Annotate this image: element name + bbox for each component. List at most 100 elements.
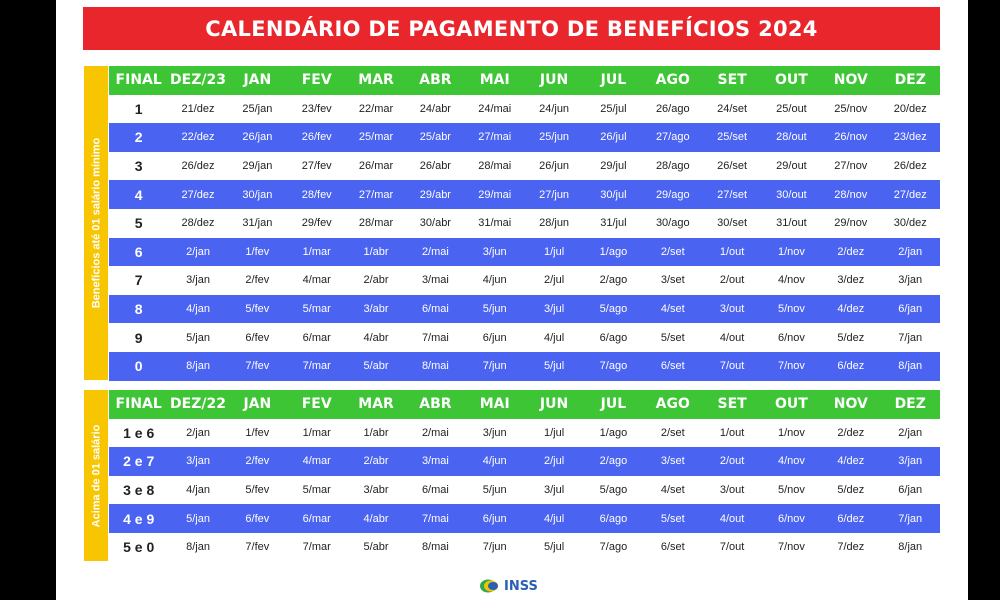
column-header: DEZ <box>880 390 940 419</box>
payment-date-cell: 31/jul <box>583 208 644 238</box>
payment-date-cell: 25/jul <box>583 94 644 124</box>
payment-date-cell: 28/fev <box>287 180 347 209</box>
payment-date-cell: 3/dez <box>821 266 881 295</box>
payment-date-cell: 6/fev <box>227 323 288 352</box>
payment-date-cell: 4/nov <box>761 266 822 295</box>
payment-date-cell: 29/nov <box>821 208 881 238</box>
payment-date-cell: 30/out <box>761 180 822 209</box>
payment-date-cell: 7/mar <box>287 532 347 562</box>
final-digit-cell: 4 e 9 <box>109 504 169 533</box>
side-label-min-wage: Benefícios até 01 salário mínimo <box>84 66 108 380</box>
column-header: AGO <box>643 390 703 419</box>
payment-date-cell: 26/fev <box>287 123 347 152</box>
payment-date-cell: 5/fev <box>227 294 288 324</box>
payment-date-cell: 4/abr <box>346 323 406 352</box>
column-header: AGO <box>643 66 703 95</box>
payment-date-cell: 28/out <box>761 123 822 152</box>
header-row: FINAL DEZ/22 JAN FEV MAR ABR MAI JUN JUL AGO SET OU… <box>109 390 940 419</box>
payment-date-cell: 6/dez <box>821 351 881 381</box>
column-header: JUL <box>583 390 644 419</box>
payment-date-cell: 4/jun <box>465 266 525 295</box>
payment-date-cell: 22/mar <box>346 94 406 124</box>
inss-logo-text: INSS <box>504 578 538 594</box>
payment-date-cell: 31/out <box>761 208 822 238</box>
payment-date-cell: 7/out <box>702 351 762 381</box>
payment-date-cell: 6/dez <box>821 504 881 533</box>
payment-date-cell: 7/mai <box>405 504 466 533</box>
payment-date-cell: 5/ago <box>583 475 644 505</box>
payment-date-cell: 2/ago <box>583 447 644 476</box>
table-row: 6 2/jan 1/fev 1/mar 1/abr 2/mai 3/jun 1/jul 1/ag… <box>109 237 940 267</box>
payment-date-cell: 28/mar <box>346 208 406 238</box>
payment-date-cell: 1/fev <box>227 418 288 448</box>
payment-date-cell: 4/out <box>702 323 762 352</box>
column-header: SET <box>702 390 762 419</box>
payment-date-cell: 23/fev <box>287 94 347 124</box>
payment-date-cell: 20/dez <box>880 94 940 124</box>
payment-date-cell: 8/mai <box>405 532 466 562</box>
payment-date-cell: 5/jul <box>524 351 584 381</box>
payment-date-cell: 7/out <box>702 532 762 562</box>
payment-date-cell: 3/out <box>702 475 762 505</box>
payment-date-cell: 2/abr <box>346 266 406 295</box>
payment-date-cell: 29/ago <box>643 180 703 209</box>
payment-date-cell: 25/set <box>702 123 762 152</box>
payment-date-cell: 2/jan <box>168 237 228 267</box>
side-label-text: Acima de 01 salário <box>90 424 103 527</box>
side-label-above-wage: Acima de 01 salário <box>84 390 108 561</box>
payment-date-cell: 7/nov <box>761 532 822 562</box>
payment-date-cell: 2/set <box>643 418 703 448</box>
payment-date-cell: 2/jan <box>168 418 228 448</box>
payment-date-cell: 4/mar <box>287 266 347 295</box>
payment-date-cell: 28/dez <box>168 208 228 238</box>
payment-date-cell: 1/jul <box>524 237 584 267</box>
payment-date-cell: 2/abr <box>346 447 406 476</box>
payment-date-cell: 30/jan <box>227 180 288 209</box>
final-digit-cell: 9 <box>109 323 169 352</box>
payment-date-cell: 30/abr <box>405 208 466 238</box>
column-header: MAR <box>346 66 406 95</box>
payment-date-cell: 6/set <box>643 351 703 381</box>
payment-date-cell: 4/jul <box>524 504 584 533</box>
column-header: ABR <box>405 390 466 419</box>
payment-date-cell: 7/dez <box>821 532 881 562</box>
payment-date-cell: 27/dez <box>880 180 940 209</box>
payment-date-cell: 26/dez <box>880 151 940 181</box>
table-row: 2 e 7 3/jan 2/fev 4/mar 2/abr 3/mai 4/jun 2/jul… <box>109 447 940 476</box>
payment-date-cell: 30/jul <box>583 180 644 209</box>
payment-date-cell: 4/jan <box>168 475 228 505</box>
payment-date-cell: 1/mar <box>287 418 347 448</box>
payment-date-cell: 28/mai <box>465 151 525 181</box>
payment-date-cell: 26/jun <box>524 151 584 181</box>
payment-date-cell: 6/jan <box>880 294 940 324</box>
payment-date-cell: 3/out <box>702 294 762 324</box>
column-header: JUN <box>524 66 584 95</box>
payment-date-cell: 5/mar <box>287 294 347 324</box>
final-digit-cell: 3 e 8 <box>109 475 169 505</box>
payment-date-cell: 3/mai <box>405 266 466 295</box>
table-row: 3 e 8 4/jan 5/fev 5/mar 3/abr 6/mai 5/jun 3/jul… <box>109 475 940 505</box>
payment-date-cell: 30/dez <box>880 208 940 238</box>
payment-date-cell: 6/mar <box>287 504 347 533</box>
payment-date-cell: 8/jan <box>880 532 940 562</box>
column-header: JUL <box>583 66 644 95</box>
payment-date-cell: 6/fev <box>227 504 288 533</box>
column-header: NOV <box>821 390 881 419</box>
payment-date-cell: 2/out <box>702 447 762 476</box>
payment-date-cell: 25/mar <box>346 123 406 152</box>
payment-date-cell: 6/jun <box>465 323 525 352</box>
column-header: DEZ/22 <box>168 390 228 419</box>
column-header: DEZ/23 <box>168 66 228 95</box>
payment-date-cell: 8/mai <box>405 351 466 381</box>
calendar-sheet: CALENDÁRIO DE PAGAMENTO DE BENEFÍCIOS 20… <box>56 0 968 600</box>
payment-date-cell: 3/jun <box>465 237 525 267</box>
payment-date-cell: 2/dez <box>821 237 881 267</box>
payment-date-cell: 7/jan <box>880 504 940 533</box>
payment-date-cell: 2/jan <box>880 237 940 267</box>
inss-logo: INSS <box>479 578 538 594</box>
payment-date-cell: 1/ago <box>583 237 644 267</box>
payment-date-cell: 2/jan <box>880 418 940 448</box>
payment-date-cell: 1/jul <box>524 418 584 448</box>
column-header: NOV <box>821 66 881 95</box>
payment-date-cell: 4/dez <box>821 294 881 324</box>
